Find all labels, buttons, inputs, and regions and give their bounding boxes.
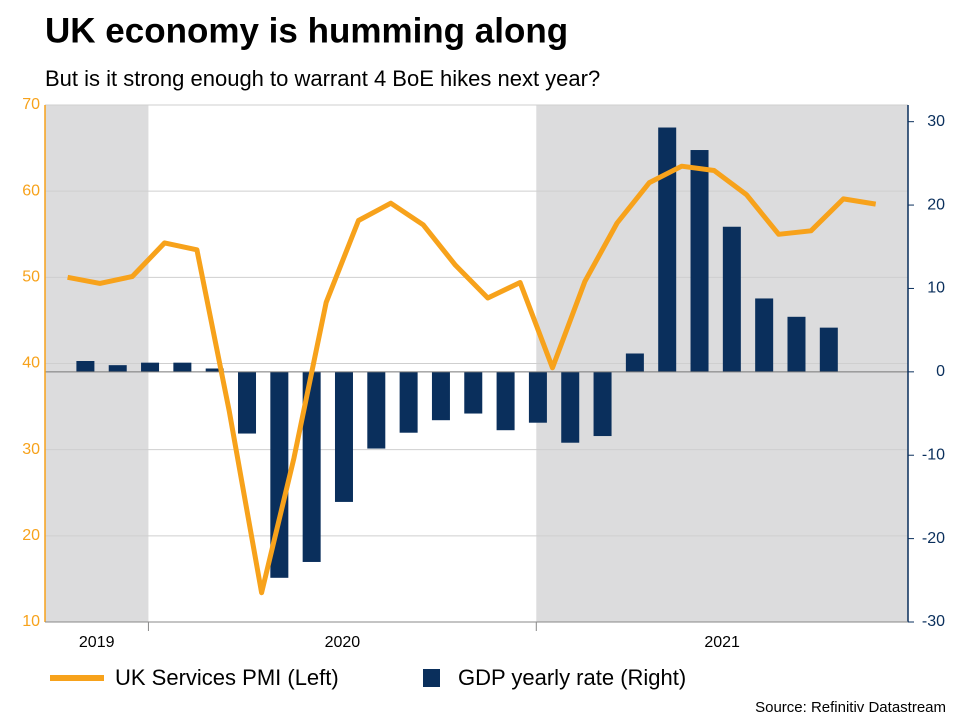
bar: [173, 362, 192, 372]
y2-tick-label: 20: [927, 196, 945, 213]
bar: [238, 371, 257, 434]
bar: [593, 371, 612, 437]
chart-subtitle: But is it strong enough to warrant 4 BoE…: [45, 66, 600, 91]
bar: [528, 371, 547, 423]
bar: [496, 371, 515, 431]
legend-swatch: [423, 669, 440, 687]
chart-title: UK economy is humming along: [45, 11, 568, 50]
y-tick-label: 60: [22, 182, 40, 199]
y2-tick-label: -10: [922, 446, 945, 463]
bar: [431, 371, 450, 421]
y-tick-label: 20: [22, 527, 40, 544]
bar: [141, 362, 160, 372]
bar: [399, 371, 418, 433]
y2-tick-label: 10: [927, 280, 945, 297]
legend-label: GDP yearly rate (Right): [458, 665, 686, 690]
y-tick-label: 50: [22, 269, 40, 286]
bar: [464, 371, 483, 414]
bar: [755, 298, 774, 372]
bar: [625, 353, 644, 372]
bar: [270, 371, 289, 578]
bar: [108, 365, 127, 372]
y-tick-label: 70: [22, 96, 40, 113]
bar: [690, 150, 709, 372]
bar: [302, 371, 321, 562]
x-tick-label: 2019: [79, 634, 115, 651]
y-tick-label: 10: [22, 613, 40, 630]
legend-label: UK Services PMI (Left): [115, 665, 339, 690]
y2-tick-label: -20: [922, 530, 945, 547]
y-tick-label: 40: [22, 355, 40, 372]
pmi-line: [67, 163, 877, 596]
x-tick-label: 2021: [704, 634, 740, 651]
bar: [722, 226, 741, 372]
y2-tick-label: 0: [936, 363, 945, 380]
bar: [76, 360, 95, 372]
y2-tick-label: 30: [927, 113, 945, 130]
y-tick-label: 30: [22, 441, 40, 458]
bar: [819, 327, 838, 372]
bar: [787, 316, 806, 372]
bar: [205, 368, 224, 372]
x-tick-label: 2020: [325, 634, 361, 651]
y2-tick-label: -30: [922, 613, 945, 630]
bar: [334, 371, 353, 502]
source: Source: Refinitiv Datastream: [755, 699, 946, 716]
bar: [367, 371, 386, 449]
bar: [561, 371, 580, 443]
bar: [658, 127, 677, 372]
